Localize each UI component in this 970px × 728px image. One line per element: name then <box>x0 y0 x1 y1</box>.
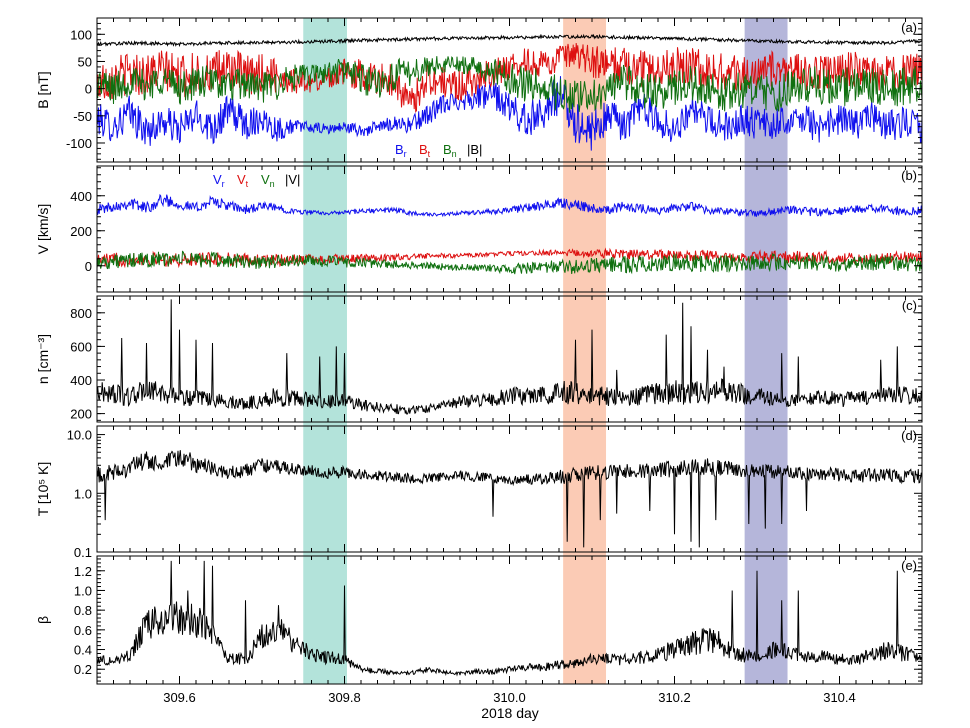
y-tick-label: 1.0 <box>74 486 92 501</box>
y-tick-label: 0.8 <box>74 603 92 618</box>
legend-entry: Br <box>395 142 407 159</box>
panel-tag: (b) <box>901 168 917 183</box>
y-tick-label: 400 <box>70 373 92 388</box>
panel-frame <box>96 425 923 553</box>
shaded-intervals <box>303 18 788 684</box>
y-tick-label: 0.1 <box>74 545 92 560</box>
series-br-line <box>97 76 922 151</box>
y-tick-label: 0 <box>85 259 92 274</box>
x-axis-label: 2018 day <box>481 705 539 721</box>
y-axis-label: β <box>35 616 51 624</box>
series-t-line <box>97 450 922 548</box>
y-tick-label: 800 <box>70 306 92 321</box>
legend: Br Bt Bn |B| <box>395 142 482 159</box>
y-tick-label: 400 <box>70 189 92 204</box>
panel-tag: (d) <box>901 428 917 443</box>
y-tick-label: 200 <box>70 407 92 422</box>
y-axis-label: T [10⁵ K] <box>35 462 51 517</box>
y-tick-label: 0.6 <box>74 623 92 638</box>
shaded-interval-1 <box>303 18 347 684</box>
y-tick-label: 600 <box>70 339 92 354</box>
panel-e: 0.2 0.4 0.6 0.8 1.0 1.2 β (e) 309.6 309.8 310.0 310… <box>35 555 923 705</box>
series-bn-line <box>97 56 922 113</box>
legend-entry: Vn <box>261 172 275 189</box>
x-tick-label: 309.8 <box>328 690 361 705</box>
panel-tag: (e) <box>901 558 917 573</box>
legend-entry: |B| <box>467 142 482 157</box>
y-tick-label: 10.0 <box>67 428 92 443</box>
panel-a: -100 -50 0 50 100 B [nT] (a) Br Bt Bn |B| <box>35 17 923 163</box>
y-tick-label: -100 <box>66 136 92 151</box>
y-tick-label: 200 <box>70 224 92 239</box>
legend-entry: Vr <box>213 172 225 189</box>
series-b-line <box>97 33 922 48</box>
panels: -100 -50 0 50 100 B [nT] (a) Br Bt Bn |B| 0 200 400 V … <box>35 17 923 705</box>
legend-entry: |V| <box>285 172 300 187</box>
panel-d: 0.1 1.0 10.0 T [10⁵ K] (d) <box>35 425 923 560</box>
x-tick-label: 310.2 <box>658 690 691 705</box>
y-tick-label: 0 <box>85 82 92 97</box>
y-axis-label: B [nT] <box>35 71 51 108</box>
series-vr-line <box>97 193 922 218</box>
y-axis-label: V [km/s] <box>35 204 51 255</box>
y-axis-label: n [cm⁻³] <box>35 334 51 384</box>
y-tick-label: 1.2 <box>74 564 92 579</box>
legend: Vr Vt Vn |V| <box>213 172 300 189</box>
panel-c: 200 400 600 800 n [cm⁻³] (c) <box>35 295 923 423</box>
y-tick-label: 50 <box>78 54 92 69</box>
x-tick-label: 309.6 <box>163 690 196 705</box>
series-n-line <box>97 299 922 415</box>
y-tick-label: 0.2 <box>74 662 92 677</box>
legend-entry: Bn <box>443 142 457 159</box>
x-tick-label: 310.4 <box>823 690 856 705</box>
legend-entry: Vt <box>237 172 249 189</box>
x-tick-label: 310.0 <box>493 690 526 705</box>
y-tick-label: 1.0 <box>74 583 92 598</box>
series--line <box>97 560 922 677</box>
legend-entry: Bt <box>419 142 431 159</box>
panel-tag: (c) <box>902 298 917 313</box>
y-tick-label: 100 <box>70 27 92 42</box>
series-bt-line <box>97 42 922 113</box>
series-vn-line <box>97 250 922 275</box>
y-tick-label: 0.4 <box>74 643 92 658</box>
panel-b: 0 200 400 V [km/s] (b) Vr Vt Vn |V| <box>35 165 923 293</box>
panel-tag: (a) <box>901 20 917 35</box>
y-tick-label: -50 <box>73 109 92 124</box>
